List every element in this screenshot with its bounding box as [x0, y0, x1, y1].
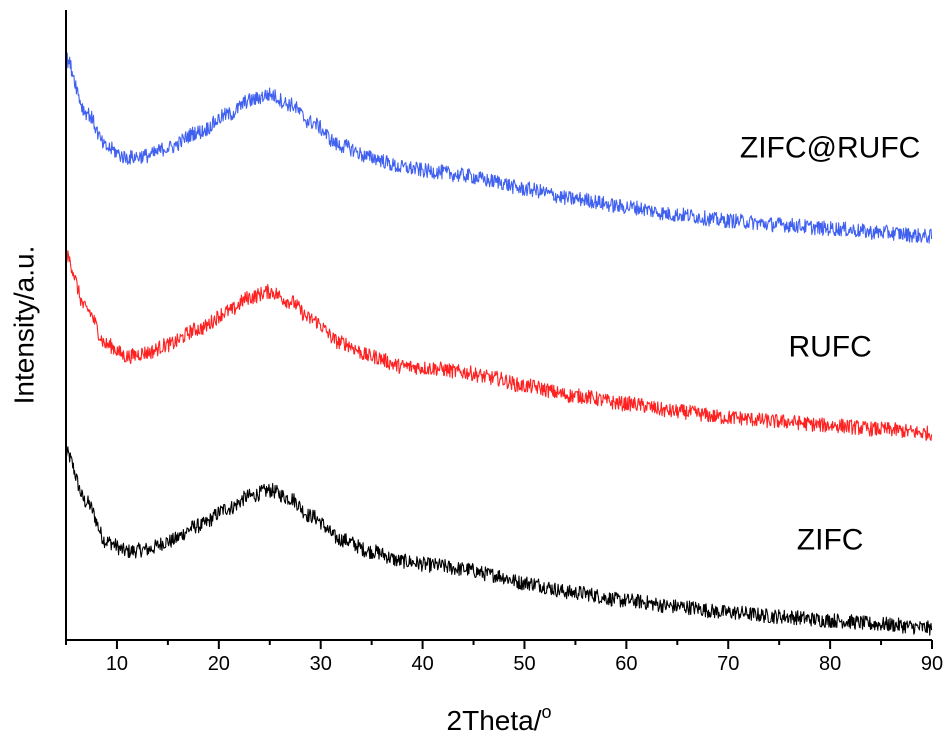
x-axis-title-superscript: o — [541, 702, 551, 722]
series-layer — [65, 52, 933, 636]
x-tick-label: 40 — [411, 653, 433, 675]
x-ticks: 10 20 30 40 50 60 70 80 90 — [65, 640, 943, 675]
series-line-zifc — [65, 446, 933, 636]
x-axis-title: 2Theta/o — [447, 702, 552, 736]
axes-layer — [65, 10, 932, 641]
x-tick-label: 10 — [106, 653, 128, 675]
x-axis-title-text: 2Theta/ — [447, 705, 542, 736]
y-axis-title: Intensity/a.u. — [8, 246, 39, 405]
x-tick-label: 70 — [717, 653, 739, 675]
series-labels: ZIFC@RUFC RUFC ZIFC — [740, 132, 920, 557]
series-label-rufc: RUFC — [788, 331, 871, 364]
series-line-zifc-rufc — [65, 52, 933, 244]
x-tick-label: 20 — [208, 653, 230, 675]
x-tick-label: 60 — [615, 653, 637, 675]
series-line-rufc — [65, 250, 933, 441]
x-tick-label: 80 — [819, 653, 841, 675]
series-label-zifc: ZIFC — [797, 523, 864, 556]
series-label-zifc-rufc: ZIFC@RUFC — [740, 132, 920, 165]
x-tick-label: 90 — [921, 653, 943, 675]
x-tick-label: 30 — [310, 653, 332, 675]
x-tick-label: 50 — [513, 653, 535, 675]
